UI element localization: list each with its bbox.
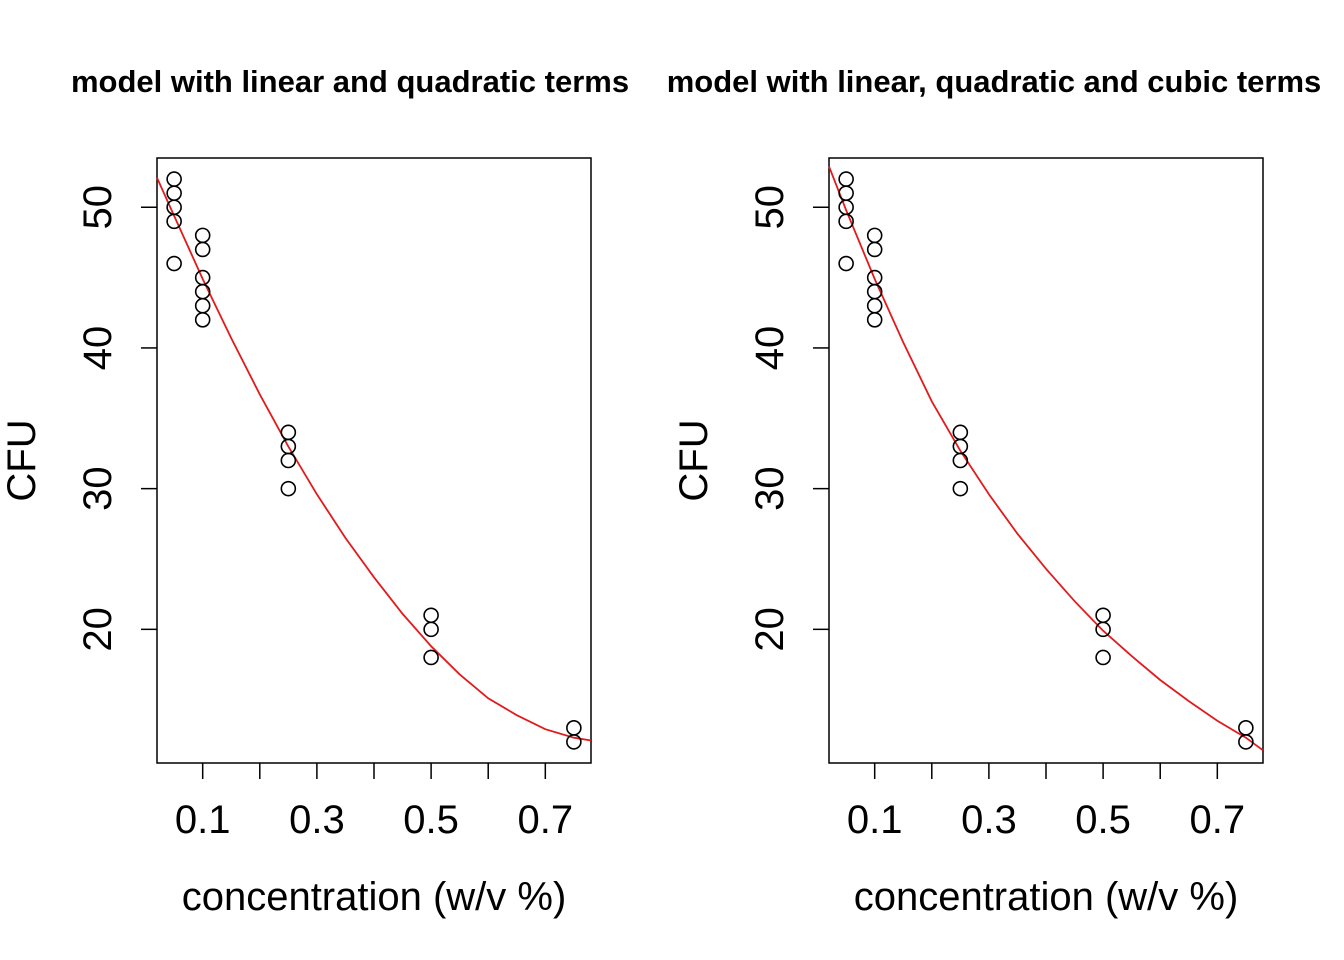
x-tick-label: 0.7 bbox=[1190, 798, 1246, 842]
data-point bbox=[838, 255, 854, 272]
data-point bbox=[194, 241, 211, 258]
y-tick-label: 30 bbox=[748, 466, 792, 511]
x-tick-label: 0.3 bbox=[289, 798, 345, 842]
data-point bbox=[952, 480, 969, 497]
x-tick-label: 0.7 bbox=[518, 798, 574, 842]
y-tick-label: 50 bbox=[748, 185, 792, 230]
data-point bbox=[838, 171, 854, 187]
data-point bbox=[866, 241, 883, 258]
panel-right: model with linear, quadratic and cubic t… bbox=[667, 64, 1322, 919]
y-axis-label: CFU bbox=[672, 419, 716, 501]
chart-title: model with linear, quadratic and cubic t… bbox=[667, 64, 1322, 99]
y-axis: 20 30 40 50 bbox=[76, 185, 157, 652]
data-point bbox=[1238, 720, 1254, 736]
chart-title: model with linear and quadratic terms bbox=[71, 64, 629, 99]
y-tick-label: 30 bbox=[76, 466, 120, 511]
x-axis-label: concentration (w/v %) bbox=[854, 875, 1239, 919]
data-points bbox=[838, 171, 1254, 750]
x-tick-label: 0.1 bbox=[847, 798, 903, 842]
data-point bbox=[194, 312, 211, 328]
data-point bbox=[280, 480, 297, 497]
data-point bbox=[866, 227, 883, 244]
y-axis-label: CFU bbox=[0, 419, 44, 501]
data-point bbox=[194, 283, 211, 300]
data-point bbox=[166, 213, 182, 230]
data-point bbox=[1095, 607, 1111, 624]
data-point bbox=[166, 199, 182, 216]
y-tick-label: 50 bbox=[76, 185, 120, 230]
data-point bbox=[280, 452, 297, 469]
fitted-curve bbox=[828, 166, 1264, 752]
y-tick-label: 20 bbox=[76, 607, 120, 652]
data-point bbox=[1095, 621, 1111, 638]
data-point bbox=[194, 227, 211, 244]
data-point bbox=[166, 255, 182, 272]
data-point bbox=[866, 312, 883, 328]
plot-frame bbox=[828, 157, 1264, 764]
data-points bbox=[166, 171, 582, 750]
data-point bbox=[166, 185, 182, 201]
data-point bbox=[566, 734, 582, 750]
x-tick-label: 0.5 bbox=[1075, 798, 1131, 842]
x-axis: 0.1 0.3 0.5 0.7 bbox=[175, 763, 573, 842]
data-point bbox=[866, 297, 883, 314]
data-point bbox=[838, 185, 854, 201]
data-point bbox=[952, 424, 969, 441]
plot-frame bbox=[156, 157, 592, 764]
data-point bbox=[423, 649, 439, 666]
x-tick-label: 0.1 bbox=[175, 798, 231, 842]
x-axis-label: concentration (w/v %) bbox=[182, 875, 567, 919]
y-tick-label: 20 bbox=[748, 607, 792, 652]
data-point bbox=[194, 297, 211, 314]
fitted-curve bbox=[156, 177, 592, 742]
data-point bbox=[1095, 649, 1111, 666]
y-axis: 20 30 40 50 bbox=[748, 185, 829, 652]
x-tick-label: 0.5 bbox=[403, 798, 459, 842]
x-tick-label: 0.3 bbox=[961, 798, 1017, 842]
data-point bbox=[838, 213, 854, 230]
data-point bbox=[280, 424, 297, 441]
data-point bbox=[1238, 734, 1254, 750]
panel-left: model with linear and quadratic terms 0.… bbox=[0, 64, 629, 919]
data-point bbox=[423, 607, 439, 624]
x-axis: 0.1 0.3 0.5 0.7 bbox=[847, 763, 1245, 842]
y-tick-label: 40 bbox=[76, 326, 120, 371]
data-point bbox=[566, 720, 582, 736]
y-tick-label: 40 bbox=[748, 326, 792, 371]
data-point bbox=[166, 171, 182, 187]
data-point bbox=[423, 621, 439, 638]
data-point bbox=[952, 452, 969, 469]
